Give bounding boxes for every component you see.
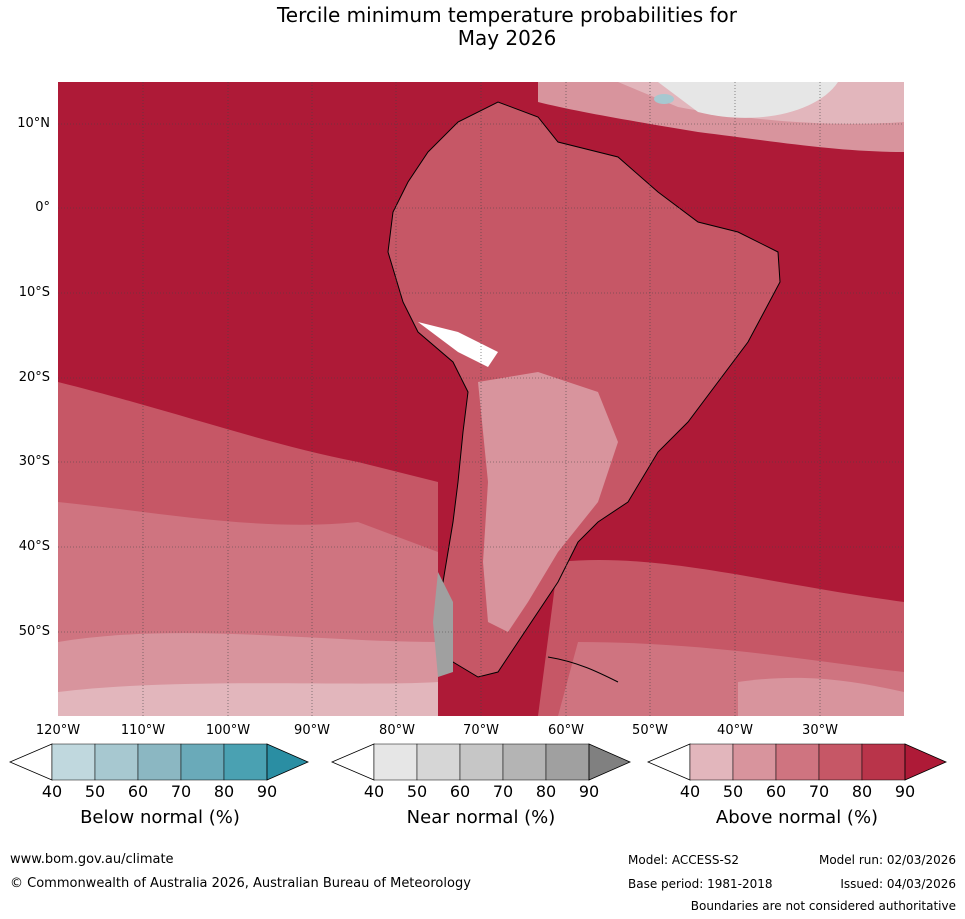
colorbar-above-low: [646, 743, 691, 781]
cb-below-tick: 50: [84, 782, 106, 801]
colorbar-near: [330, 743, 631, 781]
map-canvas: [58, 82, 904, 716]
colorbar-below-high: [266, 743, 309, 781]
colorbar-near-title: Near normal (%): [406, 807, 556, 828]
lon-label: 110°W: [120, 723, 166, 738]
colorbar-near-low: [330, 743, 375, 781]
land-patagonia-near: [433, 572, 453, 677]
colorbar-near-80: [545, 743, 590, 781]
colorbar-above-60: [775, 743, 820, 781]
lat-label: 10°S: [18, 285, 50, 300]
probability-map: [58, 82, 904, 716]
colorbar-above-70: [818, 743, 863, 781]
lat-label: 0°: [35, 200, 50, 215]
lon-label: 70°W: [463, 723, 499, 738]
lon-label: 120°W: [35, 723, 81, 738]
cb-above-tick: 40: [679, 782, 701, 801]
cb-above-tick: 90: [894, 782, 916, 801]
colorbar-below-60: [137, 743, 182, 781]
lon-label: 100°W: [205, 723, 251, 738]
colorbar-below-title: Below normal (%): [80, 807, 240, 828]
colorbar-near-40: [373, 743, 418, 781]
colorbar-near-50: [416, 743, 461, 781]
coast-falklands: [547, 656, 619, 683]
model-run: Model run: 02/03/2026: [818, 853, 956, 867]
cb-above-tick: 50: [722, 782, 744, 801]
title-line-2: May 2026: [457, 26, 557, 50]
cb-below-tick: 70: [170, 782, 192, 801]
cb-near-tick: 50: [406, 782, 428, 801]
lon-label: 30°W: [802, 723, 838, 738]
cb-near-tick: 80: [535, 782, 557, 801]
colorbar-above-high: [904, 743, 947, 781]
map-title: Tercile minimum temperature probabilitie…: [0, 4, 965, 50]
copyright: © Commonwealth of Australia 2026, Austra…: [10, 876, 471, 891]
cb-below-tick: 40: [41, 782, 63, 801]
colorbar-below-low: [8, 743, 53, 781]
field-south-east-3: [738, 677, 904, 716]
cb-below-tick: 90: [256, 782, 278, 801]
land-interior: [478, 372, 618, 632]
cb-below-tick: 60: [127, 782, 149, 801]
land-andes-neutral: [418, 322, 498, 367]
cb-near-tick: 40: [363, 782, 385, 801]
colorbar-below-70: [180, 743, 225, 781]
graticule: [58, 82, 904, 716]
cb-above-tick: 80: [851, 782, 873, 801]
lon-label: 90°W: [294, 723, 330, 738]
lon-label: 80°W: [379, 723, 415, 738]
colorbar-below-80: [223, 743, 268, 781]
field-north-below: [654, 94, 674, 104]
colorbar-near-60: [459, 743, 504, 781]
lat-label: 20°S: [18, 370, 50, 385]
lat-label: 40°S: [18, 539, 50, 554]
colorbar-near-70: [502, 743, 547, 781]
lat-label: 30°S: [18, 454, 50, 469]
cb-below-tick: 80: [213, 782, 235, 801]
colorbar-above-50: [732, 743, 777, 781]
colorbar-below-50: [94, 743, 139, 781]
model-label: Model: ACCESS-S2: [628, 853, 740, 867]
cb-above-tick: 60: [765, 782, 787, 801]
lon-label: 60°W: [548, 723, 584, 738]
field-south-west-4: [58, 682, 438, 716]
lon-label: 50°W: [632, 723, 668, 738]
cb-near-tick: 60: [449, 782, 471, 801]
issued-date: Issued: 04/03/2026: [840, 877, 956, 891]
lon-label: 40°W: [717, 723, 753, 738]
field-north-near: [658, 82, 838, 118]
lat-label: 50°S: [18, 624, 50, 639]
website-link[interactable]: www.bom.gov.au/climate: [10, 852, 174, 867]
title-line-1: Tercile minimum temperature probabilitie…: [276, 3, 738, 27]
cb-near-tick: 70: [492, 782, 514, 801]
colorbar-near-high: [588, 743, 631, 781]
boundaries-disclaimer: Boundaries are not considered authoritat…: [690, 899, 956, 913]
colorbar-below-40: [51, 743, 96, 781]
colorbar-above-title: Above normal (%): [715, 807, 879, 828]
base-period: Base period: 1981-2018: [628, 877, 773, 891]
cb-near-tick: 90: [578, 782, 600, 801]
colorbar-above: [646, 743, 947, 781]
colorbar-above-80: [861, 743, 906, 781]
cb-above-tick: 70: [808, 782, 830, 801]
colorbar-above-40: [689, 743, 734, 781]
lat-label: 10°N: [17, 116, 50, 131]
colorbar-below: [8, 743, 309, 781]
